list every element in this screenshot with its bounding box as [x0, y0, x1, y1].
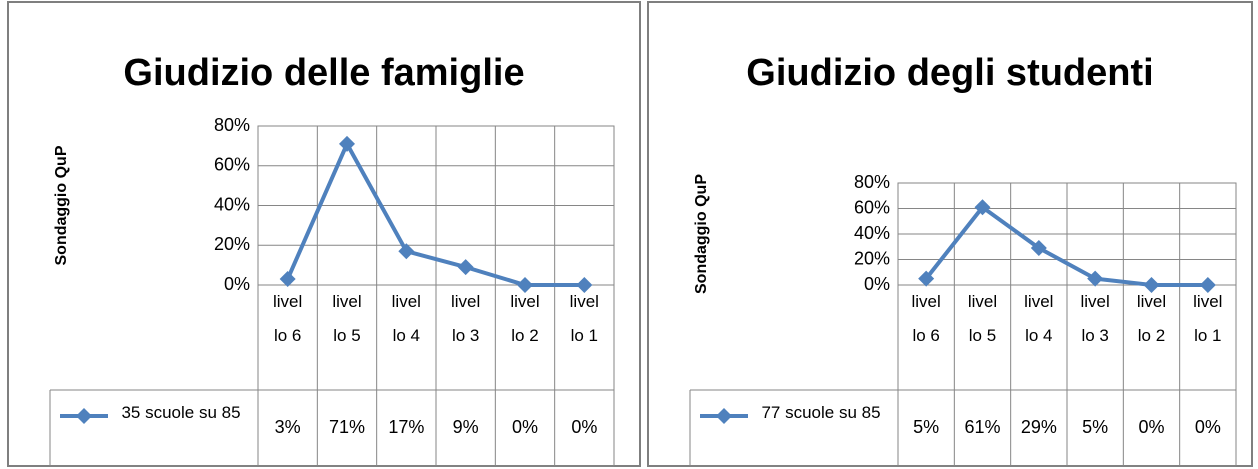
x-tick-label: livello 2 — [1136, 292, 1167, 345]
x-tick-label: livello 1 — [569, 292, 599, 345]
legend-label-box: 35 scuole su 85 — [121, 403, 241, 422]
x-tick-label: livello 1 — [1193, 292, 1223, 345]
data-marker — [279, 271, 296, 288]
data-label: 5% — [1082, 417, 1108, 437]
x-tick-label: livello 6 — [911, 292, 941, 345]
legend-marker — [716, 408, 732, 424]
data-marker — [398, 243, 415, 260]
legend-marker — [76, 408, 92, 424]
x-tick-label-box: livello 2 — [1136, 292, 1167, 345]
data-marker — [1087, 270, 1104, 287]
data-marker — [339, 135, 355, 152]
data-label: 17% — [388, 417, 424, 437]
chart-title: Giudizio degli studenti — [746, 52, 1153, 94]
y-tick-label: 60% — [214, 155, 250, 175]
data-marker — [576, 277, 593, 293]
data-label: 5% — [913, 417, 939, 437]
x-tick-label: livello 5 — [332, 292, 362, 345]
x-tick-label-box: livello 3 — [1080, 292, 1110, 345]
x-tick-label: livello 6 — [273, 292, 303, 345]
x-tick-label: livello 4 — [1024, 292, 1054, 345]
x-tick-label-box: livello 6 — [273, 292, 303, 345]
x-tick-label-box: livello 5 — [332, 292, 362, 345]
data-line — [285, 141, 585, 287]
data-label: 61% — [964, 417, 1000, 437]
data-marker — [517, 277, 533, 293]
legend-label: 35 scuole su 85 — [121, 403, 241, 422]
x-tick-label: livello 4 — [391, 292, 421, 345]
legend-label-box: 77 scuole su 85 — [761, 403, 881, 422]
y-axis-title: Sondaggio QuP — [53, 145, 70, 265]
chart-title: Giudizio delle famiglie — [123, 52, 524, 94]
data-marker — [457, 259, 474, 276]
x-tick-label-box: livello 2 — [510, 292, 540, 345]
x-tick-label-box: livello 3 — [451, 292, 481, 345]
y-tick-label: 40% — [214, 194, 250, 214]
y-tick-label: 0% — [224, 274, 250, 294]
data-line — [924, 205, 1208, 287]
x-tick-label: livello 3 — [451, 292, 481, 345]
data-marker — [1199, 277, 1216, 293]
x-tick-label-box: livello 1 — [1193, 292, 1223, 345]
data-label: 0% — [571, 417, 597, 437]
data-marker — [918, 270, 935, 287]
y-tick-label: 60% — [854, 197, 890, 217]
y-tick-label: 80% — [214, 115, 250, 135]
x-tick-label-box: livello 6 — [911, 292, 941, 345]
data-label: 71% — [329, 417, 365, 437]
y-axis-title: Sondaggio QuP — [693, 174, 710, 294]
data-label: 3% — [275, 417, 301, 437]
x-tick-label-box: livello 4 — [1024, 292, 1054, 345]
data-label: 0% — [1138, 417, 1164, 437]
y-tick-label: 40% — [854, 223, 890, 243]
data-marker — [1030, 240, 1047, 257]
y-tick-label: 80% — [854, 172, 890, 192]
x-tick-label-box: livello 1 — [569, 292, 599, 345]
x-tick-label-box: livello 4 — [391, 292, 421, 345]
data-label: 29% — [1021, 417, 1057, 437]
x-tick-label-box: livello 5 — [967, 292, 998, 345]
x-tick-label: livello 3 — [1080, 292, 1110, 345]
data-label: 9% — [453, 417, 479, 437]
data-label: 0% — [512, 417, 538, 437]
data-marker — [1143, 277, 1160, 293]
data-marker — [974, 199, 991, 216]
data-label: 0% — [1195, 417, 1221, 437]
y-tick-label: 20% — [854, 248, 890, 268]
y-tick-label: 0% — [864, 274, 890, 294]
x-tick-label: livello 5 — [967, 292, 998, 345]
y-tick-label: 20% — [214, 234, 250, 254]
x-tick-label: livello 2 — [510, 292, 540, 345]
legend-label: 77 scuole su 85 — [761, 403, 881, 422]
